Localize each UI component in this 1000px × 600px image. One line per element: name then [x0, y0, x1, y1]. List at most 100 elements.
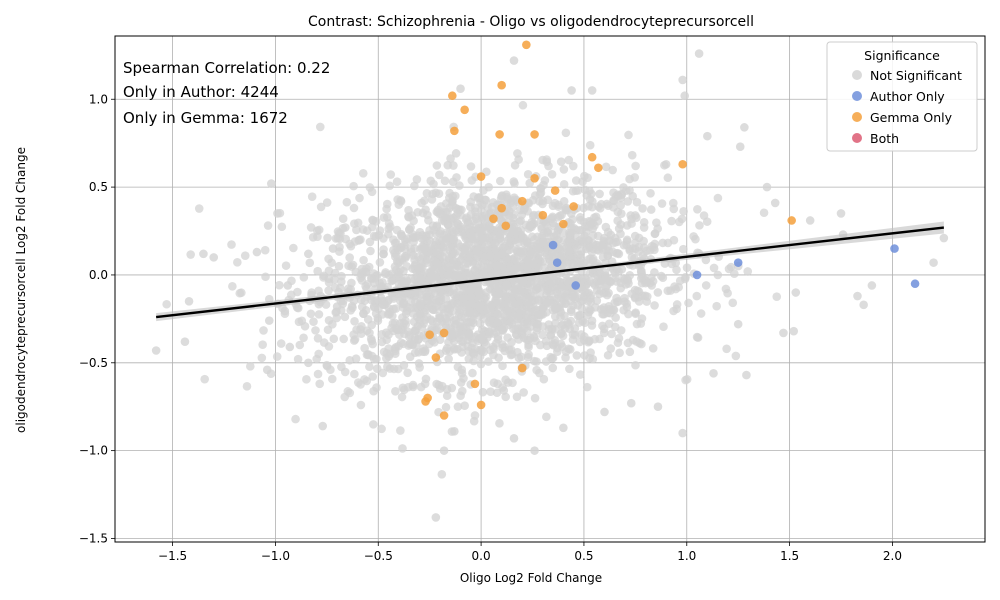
significant-points: [421, 40, 920, 420]
point-not-significant: [368, 339, 377, 349]
point-not-significant: [277, 222, 287, 232]
point-not-significant: [246, 362, 255, 371]
point-not-significant: [701, 281, 711, 290]
point-not-significant: [709, 369, 718, 378]
point-not-significant: [503, 333, 512, 342]
point-gemma-only: [460, 105, 469, 115]
point-not-significant: [762, 182, 772, 192]
point-author-only: [571, 281, 581, 290]
point-not-significant: [437, 470, 447, 479]
point-not-significant: [386, 170, 396, 179]
point-not-significant: [151, 346, 161, 355]
point-not-significant: [509, 210, 519, 220]
point-gemma-only: [787, 216, 796, 225]
point-not-significant: [492, 268, 502, 277]
point-not-significant: [530, 306, 540, 315]
point-not-significant: [631, 309, 640, 319]
point-not-significant: [583, 235, 592, 245]
point-not-significant: [410, 181, 419, 191]
point-not-significant: [495, 230, 505, 240]
point-not-significant: [709, 263, 719, 273]
point-not-significant: [440, 176, 450, 186]
y-tick-label: 0.5: [89, 180, 108, 194]
point-not-significant: [356, 235, 365, 244]
point-not-significant: [530, 446, 539, 455]
point-not-significant: [375, 258, 385, 267]
point-not-significant: [186, 250, 195, 259]
point-not-significant: [459, 374, 468, 383]
point-not-significant: [379, 249, 388, 259]
point-not-significant: [939, 233, 949, 243]
point-not-significant: [558, 331, 568, 341]
point-not-significant: [674, 282, 683, 292]
point-not-significant: [570, 324, 580, 333]
point-not-significant: [630, 293, 640, 303]
point-not-significant: [459, 285, 469, 295]
point-gemma-only: [470, 379, 480, 389]
point-not-significant: [392, 177, 402, 186]
point-not-significant: [259, 326, 268, 335]
point-not-significant: [446, 272, 456, 282]
x-axis-label: Oligo Log2 Fold Change: [460, 571, 602, 585]
point-not-significant: [456, 84, 465, 94]
point-not-significant: [356, 400, 366, 410]
point-not-significant: [631, 360, 640, 370]
point-not-significant: [497, 192, 507, 201]
point-not-significant: [580, 185, 590, 195]
point-not-significant: [481, 211, 491, 220]
point-not-significant: [548, 363, 558, 373]
point-not-significant: [337, 362, 346, 372]
point-not-significant: [693, 204, 702, 214]
point-not-significant: [582, 382, 592, 392]
point-not-significant: [233, 258, 242, 267]
not-significant-points: [151, 49, 949, 522]
point-not-significant: [546, 331, 555, 340]
point-not-significant: [262, 365, 272, 375]
point-not-significant: [358, 168, 368, 178]
legend-marker-both: [852, 133, 862, 143]
point-not-significant: [608, 247, 617, 257]
point-not-significant: [432, 161, 442, 170]
point-not-significant: [481, 195, 491, 205]
point-not-significant: [355, 193, 364, 203]
point-not-significant: [678, 75, 687, 85]
point-not-significant: [561, 347, 571, 356]
point-author-only: [733, 258, 743, 267]
point-not-significant: [295, 340, 305, 350]
point-not-significant: [273, 209, 282, 218]
point-not-significant: [516, 286, 526, 296]
point-not-significant: [684, 298, 693, 308]
point-not-significant: [559, 179, 569, 189]
point-not-significant: [517, 210, 527, 220]
point-not-significant: [466, 162, 476, 171]
point-not-significant: [387, 276, 396, 286]
point-not-significant: [408, 229, 417, 239]
point-not-significant: [525, 333, 535, 343]
legend-box: [826, 41, 978, 152]
point-not-significant: [371, 232, 381, 242]
point-not-significant: [574, 318, 584, 327]
x-tick-label: −0.5: [364, 549, 393, 563]
point-not-significant: [590, 334, 600, 344]
point-not-significant: [587, 321, 597, 330]
point-not-significant: [263, 221, 273, 230]
point-not-significant: [434, 189, 444, 198]
point-not-significant: [338, 214, 348, 224]
point-not-significant: [267, 179, 276, 188]
point-not-significant: [547, 169, 557, 179]
point-not-significant: [324, 278, 334, 287]
point-not-significant: [345, 239, 354, 249]
point-not-significant: [672, 265, 681, 275]
point-not-significant: [572, 351, 582, 360]
point-not-significant: [313, 266, 322, 276]
point-not-significant: [559, 228, 568, 237]
point-not-significant: [666, 286, 675, 295]
point-not-significant: [653, 288, 663, 297]
point-not-significant: [384, 344, 393, 353]
point-not-significant: [604, 236, 613, 246]
point-not-significant: [565, 364, 574, 374]
point-gemma-only: [678, 159, 687, 169]
point-not-significant: [449, 161, 458, 170]
point-not-significant: [417, 322, 427, 332]
point-not-significant: [735, 142, 745, 151]
